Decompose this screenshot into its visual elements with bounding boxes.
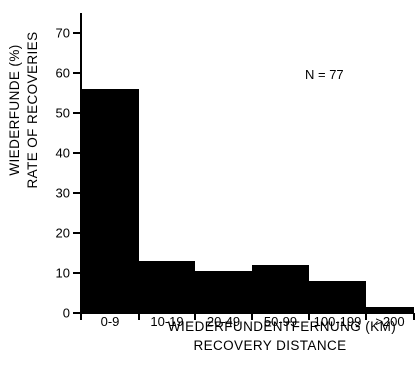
- x-tick-label: 20-49: [207, 314, 240, 329]
- y-tick-label: 50: [56, 106, 70, 121]
- y-axis-title-line-2: RATE OF RECOVERIES: [25, 32, 40, 189]
- y-tick-label: 0: [63, 306, 70, 321]
- y-tick-label: 20: [56, 226, 70, 241]
- x-axis: 0-9 10-19 20-49 50-99 100-199 >200: [80, 312, 415, 329]
- y-tick-label: 60: [56, 66, 70, 81]
- bars: [81, 89, 414, 313]
- bar: [139, 261, 195, 313]
- x-axis-title: WIEDERFUNDENTFERNUNG (KM) RECOVERY DISTA…: [168, 319, 396, 353]
- bar: [81, 89, 139, 313]
- y-axis-title-line-1: WIEDERFUNDE (%): [7, 44, 22, 175]
- y-tick-label: 30: [56, 186, 70, 201]
- bar: [195, 271, 252, 313]
- x-tick-label: 100-199: [314, 314, 362, 329]
- bar: [309, 281, 366, 313]
- y-axis-title: WIEDERFUNDE (%) RATE OF RECOVERIES: [7, 32, 40, 189]
- sample-size-annotation: N = 77: [305, 67, 344, 82]
- y-tick-label: 40: [56, 146, 70, 161]
- y-tick-label: 10: [56, 266, 70, 281]
- y-tick-label: 70: [56, 26, 70, 41]
- bar: [366, 307, 414, 313]
- bar: [252, 265, 309, 313]
- x-tick-label: 0-9: [101, 314, 120, 329]
- y-axis: 0 10 20 30 40 50 60 70: [56, 13, 82, 321]
- x-tick-label: 10-19: [150, 314, 183, 329]
- x-axis-title-line-2: RECOVERY DISTANCE: [193, 338, 346, 353]
- x-tick-label: 50-99: [264, 314, 297, 329]
- x-axis-title-line-1: WIEDERFUNDENTFERNUNG (KM): [168, 319, 396, 334]
- x-tick-label: >200: [375, 314, 404, 329]
